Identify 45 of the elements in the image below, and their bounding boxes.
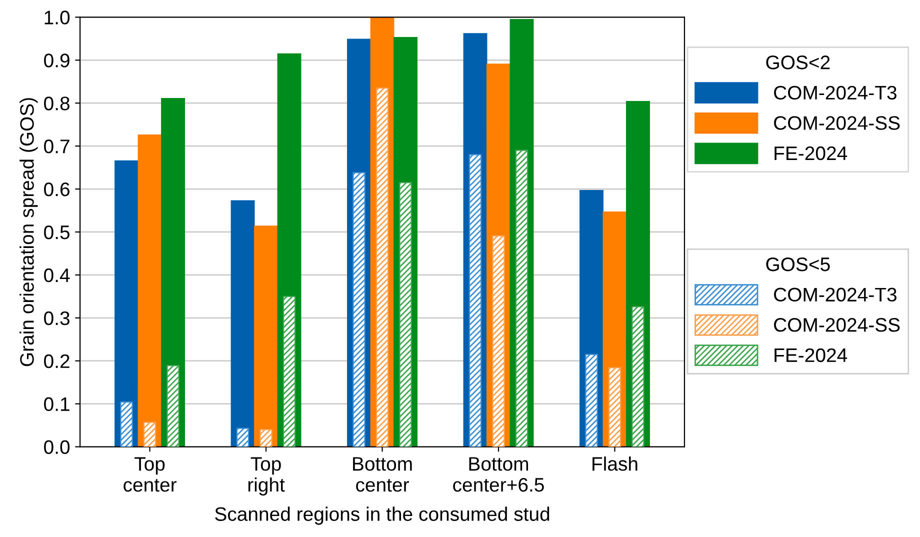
- y-tick-label: 0.7: [44, 140, 70, 154]
- x-tick-label: Flash: [592, 456, 638, 471]
- legend-label: COM-2024-T3: [774, 86, 896, 100]
- x-tick-label: Top center: [124, 457, 176, 492]
- y-tick-label: 0.2: [44, 354, 70, 368]
- text: GOS<5: [766, 257, 830, 272]
- bar: [492, 235, 505, 447]
- bar: [138, 134, 162, 447]
- bar: [260, 429, 272, 447]
- bar: [632, 306, 644, 447]
- bar: [254, 226, 278, 447]
- bar: [352, 172, 366, 447]
- bar: [376, 88, 389, 447]
- y-tick-label: 0.6: [44, 182, 70, 196]
- legend-label: FE-2024: [774, 348, 848, 362]
- x-tick-label: Bottom center+6.5: [453, 457, 544, 492]
- y-tick-label: 0.9: [44, 54, 70, 68]
- y-tick-label: 0.3: [44, 311, 70, 326]
- y-tick-label: 0.1: [44, 397, 70, 412]
- y-tick-label: 0.5: [44, 225, 70, 240]
- bar: [114, 160, 139, 447]
- bar: [236, 428, 250, 447]
- y-tick-label: 0.8: [44, 96, 70, 110]
- bar: [515, 150, 528, 447]
- bar: [468, 154, 482, 447]
- bar: [120, 402, 133, 447]
- bar: [143, 422, 156, 447]
- legend-label: COM-2024-SS: [774, 116, 900, 130]
- y-axis-title: Grain orientation spread (GOS): [20, 98, 38, 366]
- x-tick-label: Bottom center: [353, 457, 412, 492]
- bar: [282, 296, 296, 447]
- y-tick-label: 1.0: [44, 10, 70, 24]
- bar: [166, 365, 180, 447]
- legend-label: COM-2024-SS: [774, 318, 900, 332]
- bar: [399, 182, 412, 447]
- bar: [608, 367, 622, 447]
- bar: [230, 200, 255, 447]
- legend-label: COM-2024-T3: [774, 288, 896, 302]
- x-axis-title: Scanned regions in the consumed stud: [215, 506, 550, 525]
- legend-label: FE-2024: [774, 146, 848, 160]
- y-tick-label: 0.0: [44, 440, 70, 454]
- y-tick-label: 0.4: [44, 268, 70, 282]
- bar: [585, 354, 598, 447]
- text: GOS<2: [766, 56, 830, 70]
- x-tick-label: Top right: [248, 457, 285, 496]
